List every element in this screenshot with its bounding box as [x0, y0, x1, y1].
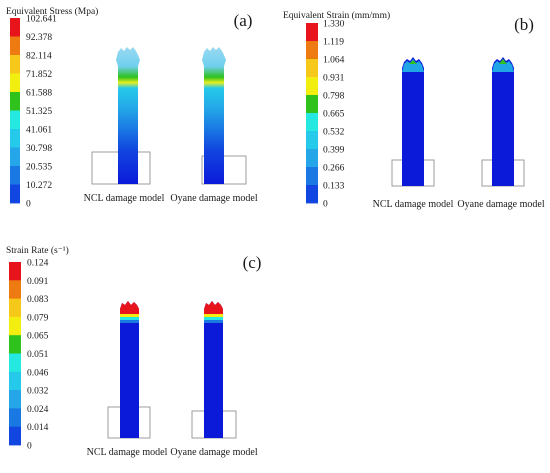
colorbar-tick-label: 0.266 — [323, 164, 345, 174]
colorbar-segment — [10, 73, 20, 93]
colorbar-segment — [10, 166, 20, 185]
colorbar-title: Strain Rate (s⁻¹) — [6, 245, 69, 256]
colorbar: 102.641 92.378 82.114 71.852 61.588 51.325 41.… — [10, 15, 57, 210]
model-label-ncl: NCL damage model — [87, 447, 168, 458]
colorbar-segment — [306, 23, 318, 42]
colorbar-segment — [306, 167, 318, 186]
colorbar-segment — [9, 316, 21, 336]
colorbar-segment — [10, 92, 20, 111]
colorbar-segment — [9, 426, 21, 446]
colorbar-segment — [306, 131, 318, 150]
colorbar: 0.124 0.091 0.083 0.079 0.065 0.051 0.046 0.032… — [9, 259, 49, 452]
colorbar-segment — [9, 408, 21, 428]
colorbar-tick-label: 1.119 — [323, 38, 344, 48]
ncl-specimen — [116, 47, 140, 184]
colorbar-tick-label: 0.079 — [27, 313, 49, 323]
colorbar-tick-label: 0.133 — [323, 182, 345, 192]
colorbar-segment — [10, 129, 20, 148]
ncl-specimen — [402, 57, 424, 186]
colorbar-tick-label: 1.064 — [323, 56, 345, 66]
colorbar-segment — [9, 353, 21, 373]
colorbar-segment — [10, 184, 20, 204]
colorbar-title: Equivalent Stress (Mpa) — [6, 6, 98, 17]
colorbar-tick-label: 0.931 — [323, 74, 345, 84]
colorbar-title: Equivalent Strain (mm/mm) — [283, 10, 390, 21]
colorbar-tick-label: 0.665 — [323, 110, 345, 120]
panel-b-equivalent-strain: Equivalent Strain (mm/mm) 1.330 1.119 1.06… — [283, 10, 545, 210]
panel-label: (c) — [243, 253, 262, 272]
colorbar-segment — [9, 262, 21, 281]
oyane-specimen — [202, 47, 226, 184]
colorbar-segment — [9, 298, 21, 318]
colorbar-tick-label: 0.532 — [323, 128, 345, 138]
colorbar-tick-label: 51.325 — [26, 107, 52, 117]
colorbar-tick-label: 10.272 — [26, 181, 52, 191]
colorbar-segment — [9, 335, 21, 354]
ncl-specimen — [120, 301, 139, 438]
panel-a-equivalent-stress: Equivalent Stress (Mpa) 102.641 92.378 82.… — [6, 6, 258, 210]
colorbar-tick-label: 0 — [27, 442, 32, 452]
colorbar-tick-label: 0.024 — [27, 405, 49, 415]
colorbar-tick-label: 0 — [323, 200, 328, 210]
colorbar-segment — [10, 147, 20, 167]
colorbar-tick-label: 30.798 — [26, 144, 52, 154]
colorbar-segment — [9, 280, 21, 299]
colorbar-tick-label: 0.798 — [323, 92, 345, 102]
colorbar-tick-label: 0.032 — [27, 387, 49, 397]
colorbar-segment — [306, 185, 318, 204]
colorbar-tick-label: 82.114 — [26, 52, 52, 62]
model-label-ncl: NCL damage model — [373, 199, 454, 210]
colorbar-segment — [10, 18, 20, 37]
colorbar-tick-label: 20.535 — [26, 163, 52, 173]
colorbar-segment — [9, 390, 21, 409]
model-label-oyane: Oyane damage model — [170, 193, 257, 204]
colorbar-tick-label: 41.061 — [26, 126, 52, 136]
colorbar-tick-label: 0.083 — [27, 295, 49, 305]
colorbar-segment — [10, 55, 20, 74]
colorbar-tick-label: 92.378 — [26, 33, 52, 43]
model-label-oyane: Oyane damage model — [457, 199, 544, 210]
oyane-specimen — [492, 57, 514, 186]
model-label-oyane: Oyane damage model — [170, 447, 257, 458]
oyane-specimen — [204, 301, 223, 438]
colorbar-segment — [10, 36, 20, 56]
colorbar-segment — [306, 77, 318, 96]
colorbar: 1.330 1.119 1.064 0.931 0.798 0.665 0.532 0.399… — [306, 20, 345, 210]
colorbar-tick-label: 0.065 — [27, 332, 49, 342]
colorbar-tick-label: 61.588 — [26, 89, 52, 99]
colorbar-segment — [306, 113, 318, 132]
colorbar-segment — [9, 371, 21, 391]
colorbar-tick-label: 71.852 — [26, 70, 52, 80]
colorbar-segment — [306, 149, 318, 168]
colorbar-segment — [306, 95, 318, 114]
panel-c-strain-rate: Strain Rate (s⁻¹) 0.1240.0910.0830.0790.… — [6, 245, 262, 458]
colorbar-tick-label: 1.330 — [323, 20, 345, 30]
panel-label: (a) — [234, 11, 253, 30]
colorbar-tick-label: 0.399 — [323, 146, 345, 156]
panel-label: (b) — [514, 15, 534, 34]
colorbar-segment — [306, 59, 318, 78]
colorbar-tick-label: 0 — [26, 200, 31, 210]
colorbar-tick-label: 0.051 — [27, 350, 49, 360]
colorbar-tick-label: 102.641 — [26, 15, 57, 25]
colorbar-tick-label: 0.014 — [27, 423, 49, 433]
colorbar-segment — [10, 110, 20, 130]
colorbar-segment — [306, 41, 318, 60]
colorbar-tick-label: 0.091 — [27, 277, 49, 287]
model-label-ncl: NCL damage model — [84, 193, 165, 204]
colorbar-tick-label: 0.124 — [27, 259, 49, 269]
colorbar-tick-label: 0.046 — [27, 368, 49, 378]
